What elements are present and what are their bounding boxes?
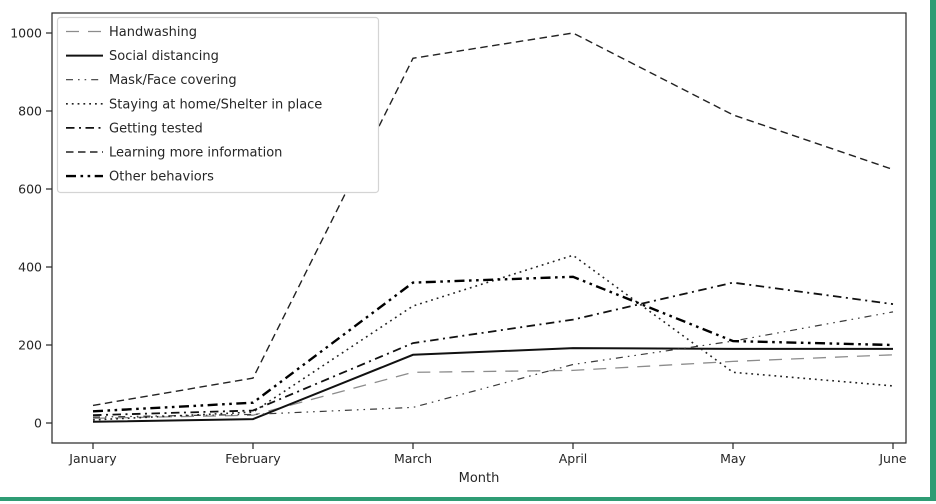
legend-item-label: Getting tested bbox=[109, 121, 203, 136]
x-axis-tick-label: June bbox=[878, 451, 907, 466]
legend-item-label: Learning more information bbox=[109, 146, 282, 161]
x-axis-tick-label: April bbox=[559, 451, 588, 466]
legend-box bbox=[56, 16, 380, 194]
window-border-bottom-edge bbox=[0, 497, 936, 501]
x-axis-tick-label: January bbox=[68, 451, 117, 466]
series-line-mask-face-covering bbox=[92, 311, 894, 418]
x-axis-tick-label: February bbox=[225, 451, 281, 466]
x-axis-tick-label: March bbox=[394, 451, 432, 466]
x-axis-title: Month bbox=[459, 471, 500, 486]
y-axis-tick-label: 600 bbox=[18, 182, 42, 197]
y-axis-tick-label: 0 bbox=[34, 416, 42, 431]
series-line-learning-more-information bbox=[92, 32, 894, 407]
y-axis-tick-label: 800 bbox=[18, 104, 42, 119]
plot-border bbox=[51, 12, 907, 444]
legend-item-label: Staying at home/Shelter in place bbox=[109, 97, 322, 112]
legend-item-label: Mask/Face covering bbox=[109, 73, 237, 88]
legend-item-label: Social distancing bbox=[109, 49, 219, 64]
y-axis-tick-label: 200 bbox=[18, 338, 42, 353]
legend-item-label: Other behaviors bbox=[109, 170, 214, 185]
window-border-right-edge bbox=[930, 0, 936, 501]
series-line-other-behaviors bbox=[92, 275, 894, 413]
y-axis-tick-label: 400 bbox=[18, 260, 42, 275]
y-axis-tick-label: 1000 bbox=[10, 26, 42, 41]
series-line-getting-tested bbox=[92, 281, 894, 417]
series-line-handwashing bbox=[92, 354, 894, 419]
legend-item-label: Handwashing bbox=[109, 25, 197, 40]
x-axis-tick-label: May bbox=[720, 451, 746, 466]
series-line-social-distancing bbox=[92, 347, 893, 423]
